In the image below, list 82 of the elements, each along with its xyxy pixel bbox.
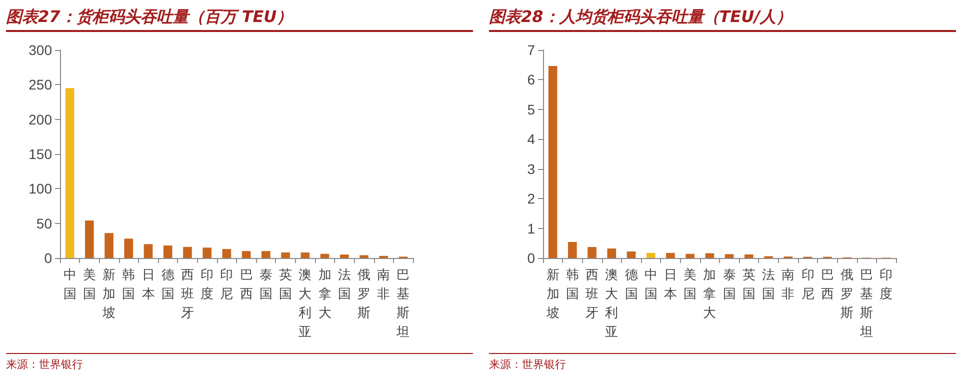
source-note: 来源：世界银行 bbox=[489, 353, 956, 376]
y-tick-label: 6 bbox=[527, 72, 536, 88]
bar bbox=[222, 248, 232, 258]
chart-title: 图表27：货柜码头吞吐量（百万 TEU） bbox=[6, 4, 473, 32]
y-tick-label: 200 bbox=[28, 111, 52, 128]
y-tick-label: 100 bbox=[28, 180, 52, 197]
x-tick-label: 巴西 bbox=[240, 268, 253, 302]
bar bbox=[320, 254, 330, 258]
x-tick-label: 美国 bbox=[82, 267, 96, 302]
x-tick-label: 巴基斯坦 bbox=[859, 268, 874, 340]
y-tick-label: 7 bbox=[527, 42, 536, 58]
x-tick-label: 新加坡 bbox=[102, 268, 116, 321]
bar bbox=[705, 253, 714, 258]
y-tick-label: 2 bbox=[527, 190, 536, 207]
x-tick-label: 新加坡 bbox=[545, 268, 560, 321]
x-tick-label: 西班牙 bbox=[180, 268, 194, 321]
bar bbox=[281, 252, 290, 258]
bar bbox=[744, 254, 754, 258]
bar bbox=[568, 242, 577, 258]
y-tick-label: 0 bbox=[527, 250, 536, 266]
bar bbox=[666, 252, 675, 258]
x-tick-label: 印尼 bbox=[801, 268, 814, 302]
bar bbox=[724, 254, 734, 258]
chart-title: 图表28：人均货柜码头吞吐量（TEU/人） bbox=[489, 4, 956, 32]
y-tick-label: 3 bbox=[527, 160, 536, 177]
y-tick-label: 0 bbox=[44, 250, 52, 266]
x-tick-label: 俄罗斯 bbox=[357, 268, 370, 321]
x-tick-label: 德国 bbox=[161, 268, 174, 302]
bar bbox=[104, 233, 114, 258]
bar bbox=[548, 66, 558, 258]
bar bbox=[646, 252, 656, 258]
bar bbox=[144, 244, 153, 258]
y-tick-label: 250 bbox=[28, 76, 52, 93]
bar bbox=[262, 251, 270, 258]
x-tick-label: 中国 bbox=[644, 268, 658, 302]
y-tick-label: 1 bbox=[527, 220, 536, 236]
x-tick-label: 印尼 bbox=[220, 268, 234, 302]
x-tick-label: 加拿大 bbox=[318, 268, 332, 321]
x-tick-label: 英国 bbox=[742, 268, 756, 302]
x-tick-label: 加拿大 bbox=[703, 268, 716, 321]
y-tick-label: 5 bbox=[527, 101, 536, 118]
x-tick-label: 印度 bbox=[880, 268, 893, 302]
bar bbox=[588, 247, 596, 258]
x-tick-label: 英国 bbox=[279, 268, 292, 302]
bar bbox=[686, 254, 694, 258]
bar bbox=[607, 248, 616, 258]
x-tick-label: 巴基斯坦 bbox=[396, 268, 410, 340]
bar bbox=[85, 220, 94, 258]
x-tick-label: 韩国 bbox=[566, 268, 579, 302]
bar bbox=[340, 254, 349, 258]
x-tick-label: 澳大利亚 bbox=[605, 268, 618, 340]
x-tick-label: 法国 bbox=[762, 268, 776, 302]
x-tick-label: 俄罗斯 bbox=[840, 268, 854, 321]
x-tick-label: 中国 bbox=[63, 268, 76, 302]
y-tick-label: 50 bbox=[36, 215, 52, 232]
x-tick-label: 南非 bbox=[377, 268, 390, 302]
bar bbox=[202, 248, 212, 258]
bar bbox=[360, 255, 368, 258]
bar bbox=[124, 238, 134, 258]
x-tick-label: 泰国 bbox=[259, 268, 272, 302]
x-tick-label: 巴西 bbox=[820, 268, 834, 302]
y-tick-label: 4 bbox=[527, 131, 536, 148]
x-tick-label: 德国 bbox=[624, 268, 638, 302]
x-tick-label: 西班牙 bbox=[586, 268, 599, 321]
x-tick-label: 南非 bbox=[782, 268, 795, 302]
x-tick-label: 韩国 bbox=[122, 268, 136, 302]
bar bbox=[183, 246, 192, 258]
y-tick-label: 150 bbox=[28, 146, 52, 162]
x-tick-label: 澳大利亚 bbox=[298, 268, 312, 340]
bar bbox=[242, 251, 251, 258]
x-tick-label: 印度 bbox=[200, 268, 214, 302]
y-tick-label: 300 bbox=[28, 42, 52, 58]
x-tick-label: 泰国 bbox=[722, 268, 736, 302]
x-tick-label: 日本 bbox=[664, 268, 677, 302]
source-note: 来源：世界银行 bbox=[6, 353, 473, 376]
x-tick-label: 法国 bbox=[338, 268, 351, 302]
x-tick-label: 美国 bbox=[684, 267, 697, 302]
bar bbox=[300, 252, 310, 258]
x-tick-label: 日本 bbox=[142, 268, 155, 302]
bar bbox=[626, 251, 636, 258]
bar bbox=[65, 88, 74, 258]
bar bbox=[163, 246, 172, 258]
